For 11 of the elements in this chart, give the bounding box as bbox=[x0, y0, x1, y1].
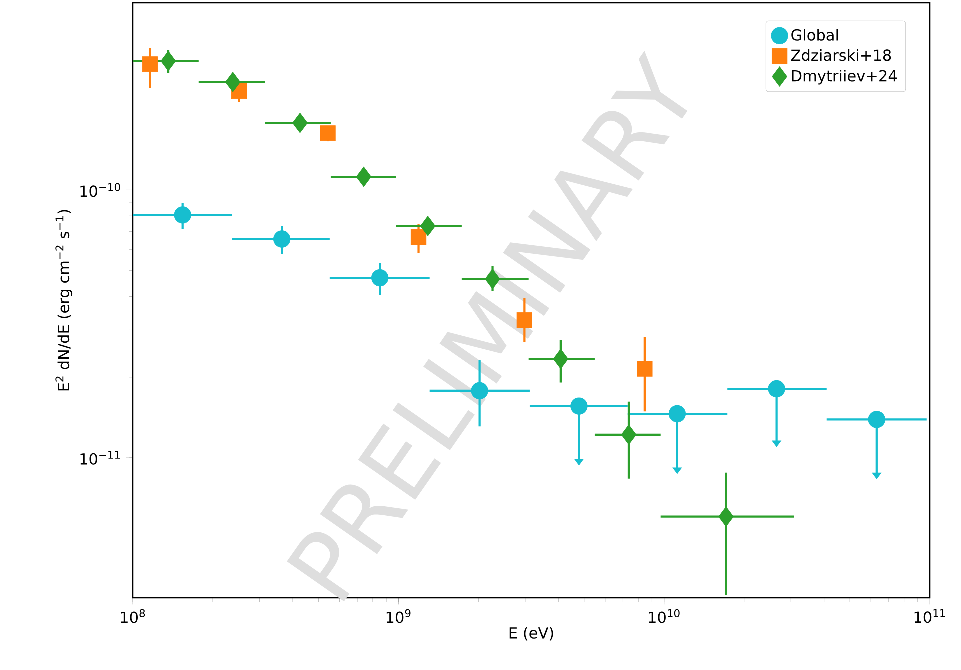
legend-label: Zdziarski+18 bbox=[791, 49, 892, 62]
y-tick-label: 10$^{−11}$ bbox=[80, 451, 120, 465]
x-tick-label: 10$^{8}$ bbox=[121, 609, 146, 624]
y-axis-title: E$^{2}$ dN/dE (erg cm$^{−2}$ s$^{−1}$) bbox=[56, 210, 73, 391]
x-axis-title: E (eV) bbox=[510, 627, 554, 641]
legend-label: Global bbox=[792, 29, 838, 41]
x-tick-label: 10$^{10}$ bbox=[649, 609, 680, 624]
x-tick-label: 10$^{11}$ bbox=[914, 609, 946, 624]
legend-label: Dmytriiev+24 bbox=[792, 70, 898, 85]
x-tick-label: 10$^{9}$ bbox=[386, 609, 411, 624]
y-tick-label: 10$^{−10}$ bbox=[80, 183, 120, 198]
